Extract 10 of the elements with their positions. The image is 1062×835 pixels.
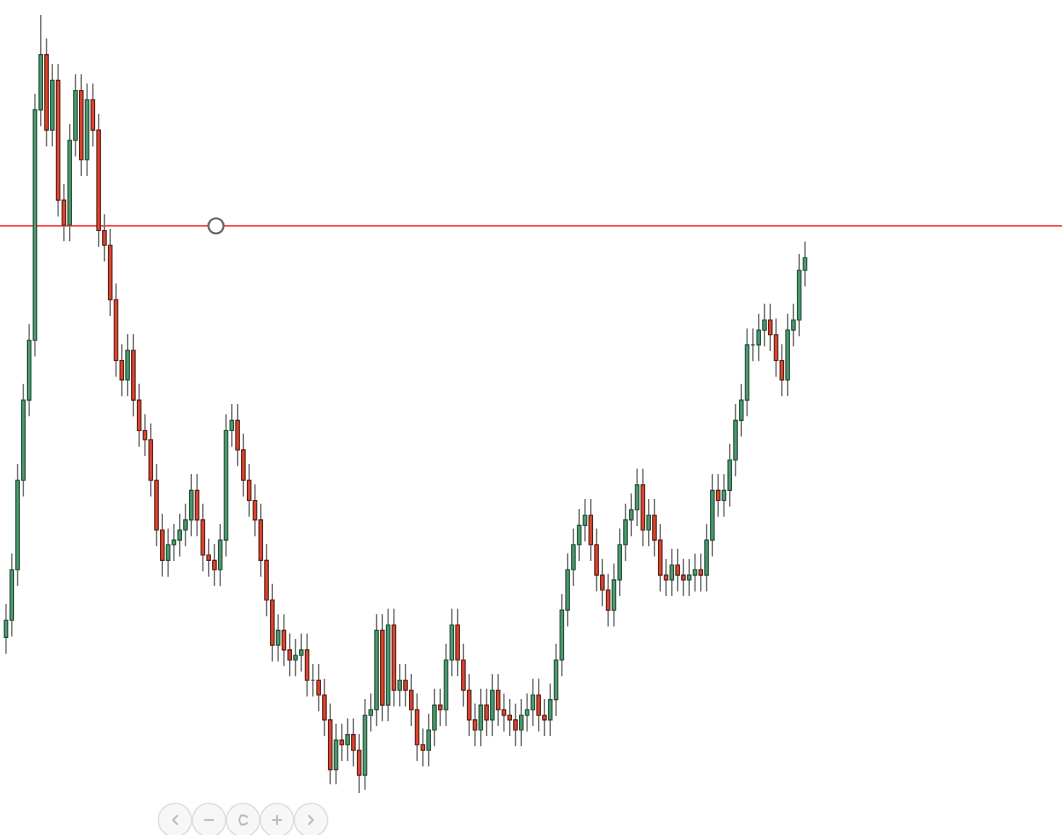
candlestick [715,474,721,517]
candlestick [437,688,443,727]
candlestick [339,723,345,762]
candlestick [345,718,350,762]
candlestick [646,498,651,547]
candlestick [484,688,489,737]
candlestick [698,553,704,592]
candlestick [669,548,675,597]
candlestick [275,614,281,662]
candlestick [397,663,403,707]
